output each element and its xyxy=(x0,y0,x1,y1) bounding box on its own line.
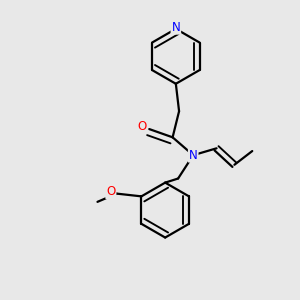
Text: O: O xyxy=(137,120,147,133)
Text: O: O xyxy=(106,185,116,198)
Text: N: N xyxy=(189,149,198,162)
Text: N: N xyxy=(172,21,180,34)
